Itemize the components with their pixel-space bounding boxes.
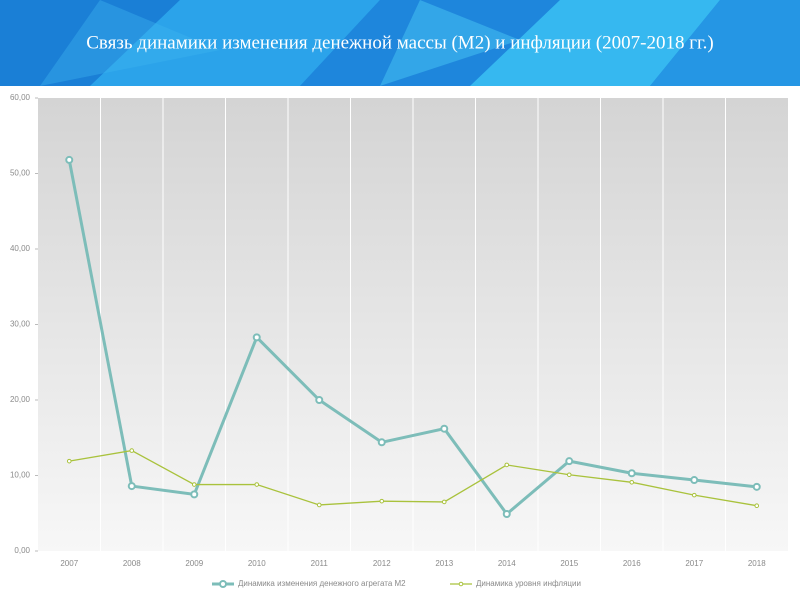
point <box>379 498 385 504</box>
y-tick-label: 60,00 <box>10 93 31 102</box>
legend-label: Динамика изменения денежного агрегата М2 <box>238 579 406 588</box>
point <box>690 476 699 485</box>
chart-title: Связь динамики изменения денежной массы … <box>86 32 714 53</box>
point <box>377 438 386 447</box>
banner <box>0 0 800 86</box>
point <box>565 457 574 466</box>
point <box>252 333 261 342</box>
point <box>65 155 74 164</box>
x-tick-label: 2007 <box>60 559 78 568</box>
point <box>629 479 635 485</box>
y-tick-label: 20,00 <box>10 395 31 404</box>
point <box>315 396 324 404</box>
legend-label: Динамика уровня инфляции <box>476 579 581 588</box>
y-tick-label: 10,00 <box>10 471 31 480</box>
x-tick-label: 2017 <box>685 559 703 568</box>
point <box>627 469 636 478</box>
point <box>316 502 322 508</box>
x-tick-label: 2015 <box>560 559 578 568</box>
y-tick-label: 40,00 <box>10 244 31 253</box>
point <box>502 510 511 519</box>
point <box>191 482 197 487</box>
x-tick-label: 2016 <box>623 559 641 568</box>
series-line <box>67 159 757 517</box>
x-tick-label: 2009 <box>185 559 203 568</box>
point <box>66 458 72 464</box>
point <box>754 503 760 509</box>
series-line <box>69 449 757 507</box>
point <box>129 448 135 453</box>
point <box>254 482 260 487</box>
point <box>190 490 199 499</box>
point <box>440 424 449 433</box>
x-tick-label: 2010 <box>248 559 266 568</box>
x-tick-label: 2013 <box>435 559 453 568</box>
point <box>504 462 510 468</box>
y-tick-label: 50,00 <box>10 169 31 178</box>
point <box>566 472 572 478</box>
point <box>441 499 447 505</box>
x-tick-label: 2018 <box>748 559 766 568</box>
x-tick-label: 2008 <box>123 559 141 568</box>
x-tick-label: 2012 <box>373 559 391 568</box>
x-tick-label: 2011 <box>311 559 329 568</box>
y-tick-label: 0,00 <box>14 546 30 555</box>
y-tick-label: 30,00 <box>10 320 31 329</box>
x-tick-label: 2014 <box>498 559 516 568</box>
legend-marker <box>458 581 464 587</box>
legend-marker <box>219 580 227 588</box>
point <box>127 482 136 491</box>
point <box>691 492 697 498</box>
point <box>752 482 761 491</box>
